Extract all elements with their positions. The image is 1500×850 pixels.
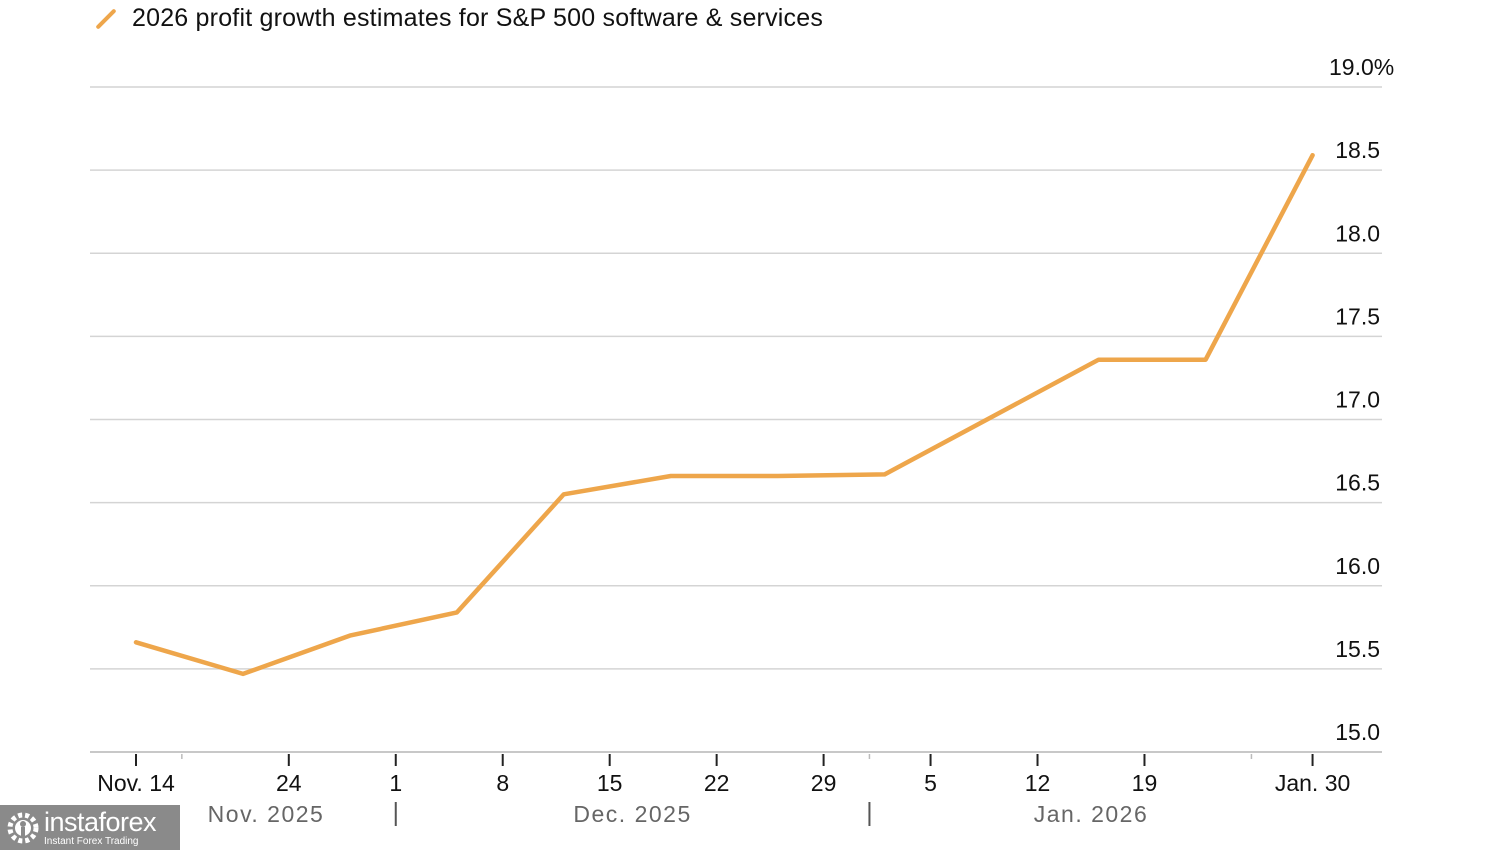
x-tick-label: 8 [496,770,509,796]
y-tick-label: 15.5 [1335,636,1380,662]
x-tick-label: 5 [924,770,937,796]
y-tick-label: 18.5 [1335,137,1380,163]
y-tick-label: 19.0% [1329,54,1394,80]
x-tick-label: Jan. 30 [1275,770,1350,796]
x-tick-label: 22 [704,770,730,796]
x-tick-label: 1 [389,770,402,796]
y-tick-label: 17.0 [1335,387,1380,413]
y-axis-labels: 19.0% 18.5 18.0 17.5 17.0 16.5 16.0 15.5 15.0 [1329,54,1394,745]
y-tick-label: 17.5 [1335,303,1380,329]
x-tick-label: 29 [811,770,837,796]
y-tick-label: 18.0 [1335,220,1380,246]
gridlines [90,86,1382,753]
y-tick-label: 16.0 [1335,553,1380,579]
series-layer [133,152,1315,677]
month-label: Jan. 2026 [1034,801,1149,827]
instaforex-watermark: instaforex Instant Forex Trading [0,805,180,850]
legend-label: 2026 profit growth estimates for S&P 500… [132,3,824,32]
watermark-brand: instaforex [44,806,157,837]
y-tick-label: 16.5 [1335,470,1380,496]
chart-legend: 2026 profit growth estimates for S&P 500… [92,2,823,34]
x-tick-label: 24 [276,770,302,796]
x-tick-label: Nov. 14 [97,770,175,796]
month-label: Nov. 2025 [208,801,325,827]
series-line [133,152,1315,677]
x-tick-label: 12 [1025,770,1051,796]
month-label: Dec. 2025 [573,801,691,827]
gear-logo-icon [7,812,39,843]
y-tick-label: 15.0 [1335,719,1380,745]
watermark-tagline: Instant Forex Trading [44,835,139,847]
x-axis: Nov. 14 24 1 8 15 22 29 5 12 19 Jan. 30 Nov. 2025 De… [97,754,1350,827]
x-tick-label: 19 [1132,770,1158,796]
x-tick-label: 15 [597,770,623,796]
